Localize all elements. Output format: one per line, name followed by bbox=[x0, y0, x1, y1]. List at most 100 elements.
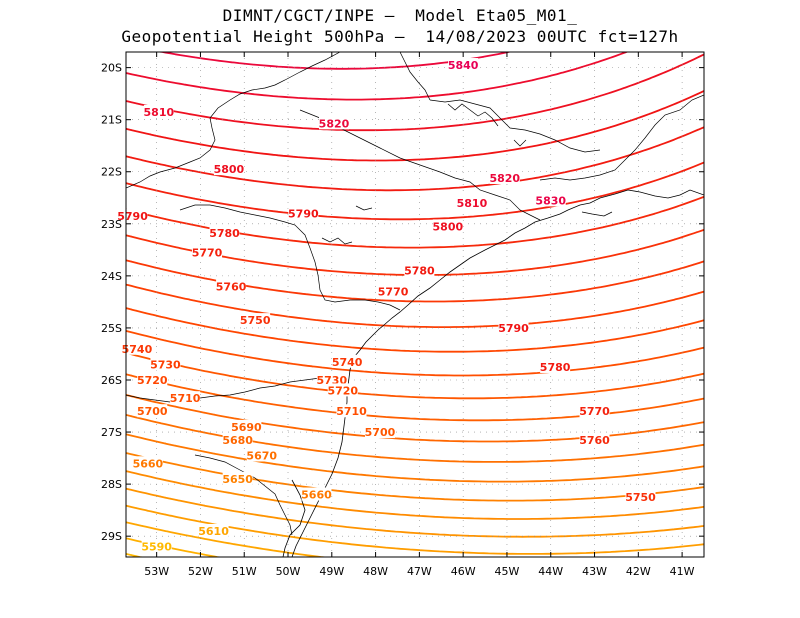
lon-tick-label: 47W bbox=[407, 565, 432, 578]
contour-label-bg bbox=[150, 357, 181, 371]
contour-label-bg bbox=[192, 245, 223, 259]
contour-label: 5740 bbox=[332, 354, 363, 369]
lon-tick-label: 44W bbox=[538, 565, 563, 578]
contour-line-5640 bbox=[126, 470, 704, 520]
contour-line-5710 bbox=[126, 329, 704, 377]
contour-label-bg bbox=[137, 404, 168, 418]
contour-label-bg bbox=[579, 404, 610, 418]
contour-line-5760 bbox=[126, 195, 704, 249]
contour-label-text: 5770 bbox=[378, 285, 409, 298]
contour-line-5800 bbox=[126, 53, 704, 132]
contour-label: 5780 bbox=[209, 226, 240, 240]
contour-label: 5650 bbox=[222, 471, 253, 486]
contour-label-bg bbox=[222, 432, 253, 446]
title-line-2: Geopotential Height 500hPa – 14/08/2023 … bbox=[121, 27, 679, 46]
contour-label: 5760 bbox=[579, 432, 610, 447]
lagoon-outline bbox=[282, 479, 306, 557]
reservoir-outline bbox=[321, 237, 353, 245]
reservoir-outline bbox=[581, 211, 613, 217]
contour-label-bg bbox=[216, 279, 247, 293]
contour-line-5780 bbox=[126, 126, 704, 192]
lat-tick-label: 22S bbox=[101, 166, 122, 179]
state-border bbox=[126, 373, 346, 403]
contour-label-bg bbox=[246, 448, 277, 462]
coastline bbox=[291, 189, 704, 557]
contour-label-text: 5840 bbox=[448, 59, 479, 72]
contour-label: 5710 bbox=[336, 404, 367, 418]
contour-label-text: 5690 bbox=[231, 421, 262, 434]
contour-line-5810 bbox=[126, 52, 629, 101]
contour-label-bg bbox=[316, 372, 347, 386]
contour-label: 5790 bbox=[498, 320, 529, 335]
contour-line-5670 bbox=[126, 413, 704, 463]
contour-label-bg bbox=[198, 523, 229, 537]
state-border bbox=[299, 109, 541, 221]
contour-label-text: 5590 bbox=[141, 541, 172, 554]
contour-label: 5770 bbox=[378, 284, 409, 298]
contour-label-text: 5760 bbox=[216, 280, 247, 293]
contour-label: 5720 bbox=[327, 383, 358, 397]
contour-label-text: 5710 bbox=[170, 392, 201, 405]
contour-label-text: 5760 bbox=[579, 434, 610, 447]
contour-label-bg bbox=[137, 372, 168, 386]
lon-tick-label: 42W bbox=[626, 565, 651, 578]
contour-label-bg bbox=[301, 487, 332, 501]
contour-label-bg bbox=[364, 425, 395, 439]
contour-label-text: 5750 bbox=[625, 491, 656, 504]
contour-label: 5590 bbox=[141, 539, 172, 554]
contour-label-bg bbox=[121, 341, 152, 355]
contour-label-text: 5800 bbox=[433, 220, 464, 233]
contour-label-bg bbox=[117, 208, 148, 222]
contour-label-bg bbox=[132, 456, 163, 470]
lat-tick-label: 28S bbox=[101, 478, 122, 491]
contour-label-bg bbox=[143, 104, 174, 118]
reservoir-outline bbox=[355, 205, 373, 211]
reservoir-outline bbox=[513, 139, 527, 147]
contour-label-text: 5780 bbox=[209, 227, 240, 240]
contour-label-bg bbox=[209, 226, 240, 240]
contour-label: 5790 bbox=[117, 208, 148, 223]
contour-label-text: 5800 bbox=[214, 163, 245, 176]
contour-label: 5750 bbox=[240, 313, 271, 327]
lat-tick-label: 24S bbox=[101, 270, 122, 283]
lat-tick-label: 23S bbox=[101, 218, 122, 231]
contour-label: 5800 bbox=[214, 162, 245, 176]
contour-label-bg bbox=[535, 193, 566, 207]
contour-label: 5780 bbox=[540, 359, 571, 374]
contour-label-bg bbox=[318, 116, 349, 130]
contour-label: 5690 bbox=[231, 419, 262, 434]
contour-label: 5810 bbox=[457, 195, 488, 210]
contour-label: 5730 bbox=[150, 357, 181, 371]
lon-tick-label: 48W bbox=[363, 565, 388, 578]
contour-label-bg bbox=[213, 162, 244, 176]
state-border bbox=[539, 94, 704, 181]
state-border bbox=[429, 99, 601, 153]
contour-label-bg bbox=[240, 313, 271, 327]
reservoir-outline bbox=[447, 103, 499, 127]
contour-label-bg bbox=[222, 471, 253, 485]
contour-label-text: 5820 bbox=[319, 117, 350, 130]
lat-tick-label: 20S bbox=[101, 62, 122, 75]
contour-label: 5820 bbox=[489, 170, 520, 185]
contour-label-text: 5770 bbox=[192, 246, 223, 259]
contour-label: 5670 bbox=[246, 448, 277, 462]
contour-label-text: 5830 bbox=[535, 194, 566, 207]
contour-label: 5660 bbox=[133, 456, 164, 470]
contour-label-bg bbox=[170, 391, 201, 405]
contour-label-text: 5710 bbox=[336, 405, 367, 418]
contour-label-text: 5650 bbox=[222, 473, 253, 486]
contour-label: 5760 bbox=[216, 279, 247, 293]
lon-tick-label: 43W bbox=[582, 565, 607, 578]
contour-label-text: 5740 bbox=[122, 343, 153, 356]
contour-line-5750 bbox=[126, 228, 704, 276]
contour-label: 5700 bbox=[365, 425, 396, 439]
lon-tick-label: 46W bbox=[451, 565, 476, 578]
contour-label-bg bbox=[625, 490, 656, 504]
contour-label-text: 5790 bbox=[117, 210, 148, 223]
contour-label-bg bbox=[579, 432, 610, 446]
contour-label-bg bbox=[231, 419, 262, 433]
contour-line-5590 bbox=[126, 552, 144, 557]
contour-line-5770 bbox=[126, 161, 704, 221]
